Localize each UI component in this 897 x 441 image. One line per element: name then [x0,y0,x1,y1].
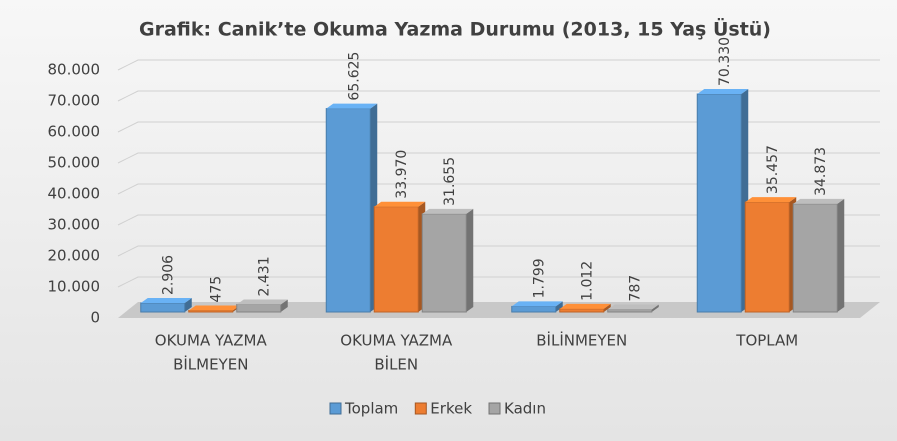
y-tick-label: 80.000 [48,61,101,79]
chart-title: Grafik: Canik’te Okuma Yazma Durumu (201… [139,17,771,41]
bar [792,203,838,313]
x-tick-label: OKUMA YAZMA [340,332,453,350]
bar-top [511,301,563,307]
bar-top [374,201,426,207]
grid-line [117,183,880,195]
value-label: 475 [209,276,225,303]
x-tick-label: TOPLAM [735,332,798,350]
bar-side [466,208,474,312]
bar-top [745,197,797,203]
value-label: 787 [628,275,644,302]
bar [696,93,742,313]
bar-side [184,297,192,312]
bar-side [280,299,288,312]
bar-top [697,88,749,94]
value-label: 2.906 [161,255,177,295]
y-tick-label: 10.000 [48,278,101,296]
bar [236,303,282,313]
floor [118,302,880,318]
grid-line [117,276,880,288]
y-tick-label: 40.000 [48,185,101,203]
bar [373,206,419,313]
bar-top [326,103,378,109]
value-label: 2.431 [257,256,273,296]
bar [744,201,790,313]
x-tick-label: OKUMA YAZMA [155,332,268,350]
grid-line [117,245,880,257]
bar [607,309,653,313]
x-tick-label: BİLİNMEYEN [536,331,627,350]
bar [559,308,605,313]
bar [188,310,234,313]
value-label: 65.625 [346,52,362,101]
bar-top [236,299,288,305]
legend-swatch [329,402,342,415]
bar-side [603,303,611,312]
y-tick-label: 0 [90,309,100,327]
bar-top [140,297,192,303]
bar-top [607,304,659,310]
legend-swatch [488,402,501,415]
grid-line [117,90,880,102]
x-tick-label: BİLEN [374,355,418,374]
bar-top [559,303,611,309]
bar-top [422,208,474,214]
value-label: 34.873 [813,147,829,196]
bar [421,213,467,313]
value-label: 1.012 [580,261,596,301]
bar-side [555,301,563,312]
y-tick-label: 50.000 [48,154,101,172]
grid-line [117,214,880,226]
bar-top [793,198,845,204]
value-label: 31.655 [442,157,458,206]
legend-swatch [414,402,427,415]
y-tick-label: 20.000 [48,247,101,265]
legend-label: Erkek [430,400,472,418]
legend-label: Toplam [344,400,398,418]
grid-line [117,121,880,133]
grid-line [117,152,880,164]
value-label: 1.799 [532,258,548,298]
bar-side [651,304,659,312]
legend-label: Kadın [504,400,546,418]
grid-line [117,59,880,71]
bar-side [837,198,845,312]
bar-top [188,305,240,311]
y-tick-label: 30.000 [48,216,101,234]
value-label: 35.457 [765,145,781,194]
x-tick-label: BİLMEYEN [173,355,248,374]
value-label: 70.330 [717,37,733,86]
value-label: 33.970 [394,150,410,199]
bar [325,108,371,313]
y-tick-label: 60.000 [48,123,101,141]
y-tick-label: 70.000 [48,92,101,110]
bar [511,305,557,313]
bar [140,302,186,313]
